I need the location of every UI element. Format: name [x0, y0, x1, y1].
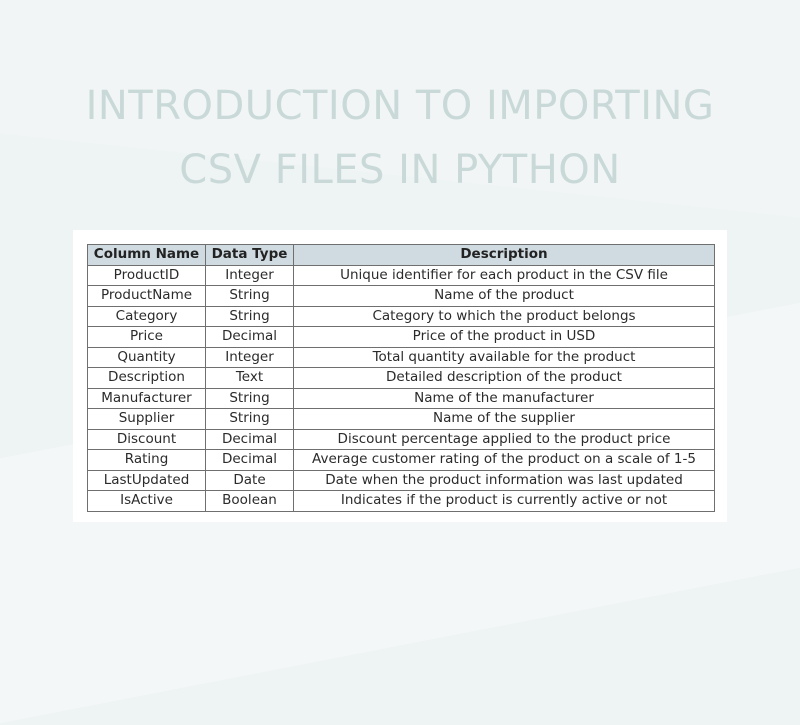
- cell-column-name: Price: [87, 326, 206, 348]
- cell-data-type: String: [205, 285, 294, 307]
- cell-description: Average customer rating of the product o…: [293, 449, 715, 471]
- table-row: Discount Decimal Discount percentage appli…: [87, 428, 715, 450]
- cell-description: Total quantity available for the product: [293, 346, 715, 368]
- table-row: Price Decimal Price of the product in USD: [87, 326, 715, 348]
- table-row: Supplier String Name of the supplier: [87, 408, 715, 430]
- table-row: ProductName String Name of the product: [87, 285, 715, 307]
- title-line-1: INTRODUCTION TO IMPORTING: [85, 83, 715, 129]
- table-row: LastUpdated Date Date when the product inf…: [87, 469, 715, 491]
- table-row: ProductID Integer Unique identifier for ea…: [87, 264, 715, 286]
- cell-description: Date when the product information was la…: [293, 469, 715, 491]
- cell-column-name: Quantity: [87, 346, 206, 368]
- cell-data-type: Integer: [205, 264, 294, 286]
- cell-column-name: Manufacturer: [87, 387, 206, 409]
- cell-column-name: Rating: [87, 449, 206, 471]
- cell-description: Category to which the product belongs: [293, 305, 715, 327]
- cell-column-name: Discount: [87, 428, 206, 450]
- title-line-2: CSV FILES IN PYTHON: [179, 147, 621, 193]
- cell-data-type: Text: [205, 367, 294, 389]
- cell-column-name: ProductName: [87, 285, 206, 307]
- table-row: Quantity Integer Total quantity available …: [87, 346, 715, 368]
- cell-description: Name of the manufacturer: [293, 387, 715, 409]
- cell-description: Discount percentage applied to the produ…: [293, 428, 715, 450]
- header-data-type: Data Type: [205, 244, 294, 266]
- cell-column-name: Supplier: [87, 408, 206, 430]
- cell-data-type: Decimal: [205, 449, 294, 471]
- cell-data-type: Decimal: [205, 326, 294, 348]
- table-row: Description Text Detailed description of t…: [87, 367, 715, 389]
- table-body: ProductID Integer Unique identifier for ea…: [87, 264, 715, 512]
- cell-column-name: ProductID: [87, 264, 206, 286]
- cell-data-type: String: [205, 305, 294, 327]
- cell-data-type: Date: [205, 469, 294, 491]
- cell-data-type: Decimal: [205, 428, 294, 450]
- cell-description: Name of the supplier: [293, 408, 715, 430]
- cell-data-type: Integer: [205, 346, 294, 368]
- table-row: Rating Decimal Average customer rating of …: [87, 449, 715, 471]
- header-description: Description: [293, 244, 715, 266]
- cell-description: Unique identifier for each product in th…: [293, 264, 715, 286]
- cell-description: Price of the product in USD: [293, 326, 715, 348]
- header-column-name: Column Name: [87, 244, 206, 266]
- cell-data-type: Boolean: [205, 490, 294, 512]
- table-row: IsActive Boolean Indicates if the product …: [87, 490, 715, 512]
- table-row: Manufacturer String Name of the manufactur…: [87, 387, 715, 409]
- cell-description: Indicates if the product is currently ac…: [293, 490, 715, 512]
- csv-columns-table: Column Name Data Type Description Produc…: [87, 244, 715, 512]
- table-header-row: Column Name Data Type Description: [87, 244, 715, 266]
- cell-column-name: LastUpdated: [87, 469, 206, 491]
- cell-column-name: IsActive: [87, 490, 206, 512]
- table-row: Category String Category to which the prod…: [87, 305, 715, 327]
- cell-description: Name of the product: [293, 285, 715, 307]
- table-card: Column Name Data Type Description Produc…: [73, 230, 727, 522]
- cell-column-name: Category: [87, 305, 206, 327]
- cell-description: Detailed description of the product: [293, 367, 715, 389]
- cell-data-type: String: [205, 387, 294, 409]
- cell-data-type: String: [205, 408, 294, 430]
- cell-column-name: Description: [87, 367, 206, 389]
- page-title: INTRODUCTION TO IMPORTING CSV FILES IN P…: [0, 74, 800, 202]
